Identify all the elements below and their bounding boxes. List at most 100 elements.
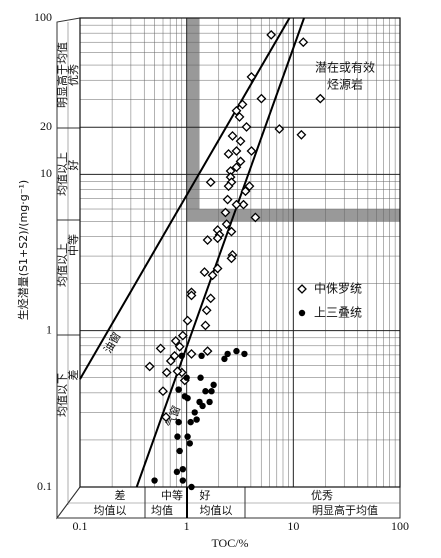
point xyxy=(237,99,248,110)
y-zone-level: 明显高于均值 xyxy=(55,42,69,108)
point xyxy=(221,355,228,363)
x-tick-label: 10 xyxy=(287,519,299,533)
y-tick-label: 20 xyxy=(40,119,52,133)
point xyxy=(158,386,168,397)
y-tick-label: 1 xyxy=(46,322,52,336)
point xyxy=(296,129,307,140)
legend-marker xyxy=(297,284,307,294)
point xyxy=(170,335,181,346)
point xyxy=(201,305,212,316)
point xyxy=(175,418,182,426)
point xyxy=(231,199,242,210)
y-zone-grade: 差 xyxy=(66,370,80,381)
point xyxy=(266,29,277,40)
point xyxy=(224,350,231,358)
point xyxy=(235,156,246,167)
point xyxy=(151,477,158,484)
y-axis-label: 生烃潜量(S1+S2)/(mg·g⁻¹) xyxy=(16,180,30,320)
point xyxy=(250,212,261,223)
point xyxy=(298,37,309,48)
point xyxy=(231,146,242,156)
point xyxy=(186,349,197,359)
point xyxy=(200,320,211,331)
point xyxy=(208,388,215,395)
point xyxy=(161,367,172,378)
x-tick-label: 0.1 xyxy=(73,519,88,533)
point xyxy=(234,111,245,122)
point xyxy=(188,483,195,491)
point xyxy=(210,381,217,389)
point xyxy=(202,346,213,357)
point xyxy=(179,477,187,484)
x-zone-grade: 中等 xyxy=(161,488,183,502)
point xyxy=(221,219,232,230)
y-zone-grade: 中等 xyxy=(66,234,80,256)
point xyxy=(241,122,252,132)
point xyxy=(184,433,191,440)
point xyxy=(246,71,257,82)
point xyxy=(240,186,251,197)
point xyxy=(181,393,188,400)
point xyxy=(244,181,255,192)
y-zone-level: 均值以上 xyxy=(56,243,69,287)
point xyxy=(191,409,198,416)
point xyxy=(183,374,190,381)
point xyxy=(231,162,242,173)
point xyxy=(241,350,248,358)
point xyxy=(172,366,183,377)
point xyxy=(202,235,213,245)
x-zone-grade: 好 xyxy=(200,488,211,502)
annotation: 潜在或有效 xyxy=(315,60,375,75)
x-zone-level: 均值 xyxy=(151,504,173,517)
point xyxy=(182,315,193,326)
point xyxy=(175,386,182,393)
point xyxy=(246,146,257,156)
x-zone-level: 明显高于均值 xyxy=(312,503,378,517)
x-zone-grade: 差 xyxy=(115,488,126,502)
point xyxy=(274,124,285,134)
y-zone-level: 均值以下 xyxy=(56,373,69,417)
point xyxy=(212,233,223,244)
point xyxy=(186,440,194,447)
point xyxy=(174,341,185,352)
point xyxy=(177,330,188,341)
y-tick-label: 0.1 xyxy=(37,479,52,493)
point xyxy=(199,402,206,410)
point xyxy=(231,105,242,116)
point xyxy=(165,356,176,366)
point xyxy=(176,447,183,455)
point xyxy=(155,343,166,354)
point xyxy=(207,270,218,281)
plot-frame xyxy=(79,17,401,488)
point xyxy=(227,131,238,141)
point xyxy=(226,226,237,237)
point xyxy=(238,199,249,210)
point xyxy=(206,398,213,406)
point xyxy=(193,416,200,423)
point xyxy=(235,136,246,147)
point xyxy=(256,93,267,104)
x-axis-label: TOC/% xyxy=(211,536,248,550)
point xyxy=(315,93,326,104)
point xyxy=(161,412,171,423)
shaded-region xyxy=(186,18,200,210)
point xyxy=(144,361,155,372)
point xyxy=(198,352,205,360)
point xyxy=(223,149,234,159)
point xyxy=(174,433,181,440)
legend-label: 中侏罗统 xyxy=(314,281,362,296)
point xyxy=(202,388,209,395)
point xyxy=(205,177,216,188)
point xyxy=(199,267,210,278)
point xyxy=(226,253,237,264)
y-tick-label: 100 xyxy=(34,10,52,24)
x-tick-label: 1 xyxy=(184,519,190,533)
x-zone-level: 均值以 xyxy=(94,504,127,517)
guide-line xyxy=(135,17,305,488)
y-tick-label: 10 xyxy=(40,166,52,180)
point xyxy=(223,181,234,192)
legend-marker xyxy=(298,309,306,317)
point xyxy=(179,465,187,473)
